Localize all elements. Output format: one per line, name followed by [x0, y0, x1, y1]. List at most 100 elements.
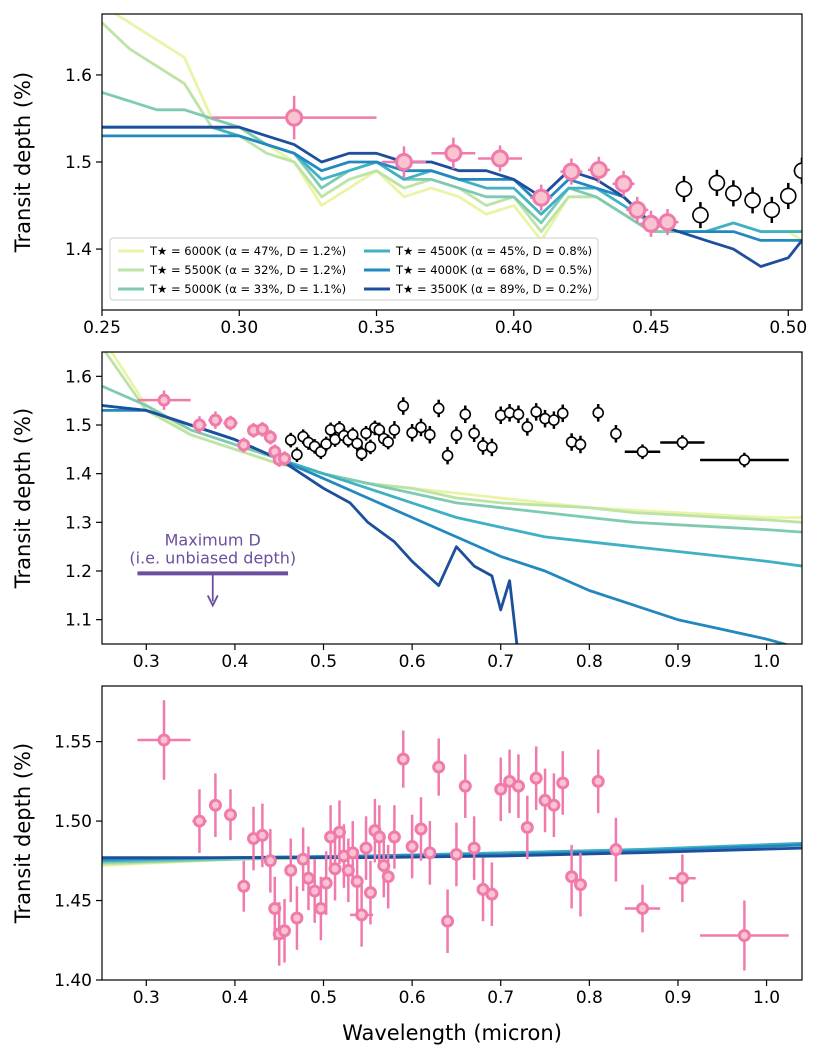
legend-entry: T★ = 5500K (α = 32%, D = 1.2%)	[149, 263, 346, 277]
x-tick-label: 0.40	[495, 318, 533, 338]
data-point-black	[744, 192, 761, 209]
data-point-pink	[511, 779, 525, 793]
x-tick-label: 0.4	[221, 652, 248, 672]
data-point-pink	[255, 422, 269, 436]
x-tick-label: 1.0	[753, 652, 780, 672]
y-axis-label: Transit depth (%)	[11, 72, 35, 253]
data-point-pink	[591, 774, 605, 788]
series-line-4000K	[102, 134, 802, 242]
data-point-black	[486, 441, 498, 454]
data-point-black	[548, 414, 560, 426]
series-line-5000K	[102, 384, 802, 534]
y-axis-label: Transit depth (%)	[11, 408, 35, 589]
data-point-black	[708, 174, 726, 192]
data-point-black	[346, 428, 359, 441]
legend-entry: T★ = 4500K (α = 45%, D = 0.8%)	[395, 244, 592, 258]
data-point-pink	[573, 878, 587, 892]
x-tick-label: 0.9	[664, 652, 691, 672]
data-point-black	[397, 400, 410, 412]
x-tick-label: 0.3	[133, 988, 160, 1008]
y-tick-label: 1.45	[54, 892, 92, 912]
data-point-pink	[157, 393, 171, 407]
x-tick-label: 0.50	[769, 318, 807, 338]
data-point-pink	[414, 822, 428, 836]
data-point-black	[360, 427, 372, 440]
data-point-pink	[675, 871, 689, 885]
x-tick-label: 0.5	[310, 988, 337, 1008]
data-point-pink	[355, 908, 369, 922]
data-point-black	[432, 402, 445, 415]
legend-entry: T★ = 5000K (α = 33%, D = 1.1%)	[149, 282, 346, 296]
data-point-pink	[609, 843, 623, 857]
data-point-black	[351, 437, 363, 450]
data-point-black	[415, 421, 427, 434]
data-point-pink	[157, 733, 171, 747]
data-point-pink	[565, 870, 579, 884]
data-point-black	[675, 180, 693, 198]
data-point-pink	[223, 416, 237, 430]
data-point-pink	[444, 144, 463, 163]
data-point-pink	[278, 452, 292, 466]
data-point-black	[556, 407, 569, 420]
data-point-pink	[628, 200, 647, 219]
data-point-pink	[319, 876, 333, 890]
data-point-pink	[556, 776, 570, 790]
data-point-pink	[658, 213, 677, 232]
chart-panel-3: 0.3 0.4 0.5 0.6 0.7 0.8 0.9 1.0 1.40 1.45 1.50 1.55…	[11, 685, 803, 1008]
chart-panel-1: 0.25 0.30 0.35 0.40 0.45 0.50 1.4 1.5 1.6 Transit…	[11, 13, 807, 338]
y-tick-label: 1.4	[65, 465, 92, 485]
data-point-pink	[192, 814, 206, 828]
series-line-5500K	[103, 352, 802, 524]
y-tick-label: 1.1	[65, 611, 92, 631]
x-tick-label: 0.7	[487, 652, 514, 672]
data-point-pink	[520, 820, 534, 834]
y-tick-label: 1.5	[65, 153, 92, 173]
data-point-pink	[263, 430, 277, 444]
y-tick-label: 1.6	[65, 367, 92, 387]
y-tick-label: 1.50	[54, 812, 92, 832]
data-point-pink	[396, 752, 410, 766]
data-point-pink	[296, 852, 310, 866]
data-point-black	[441, 449, 454, 462]
data-point-pink	[290, 911, 304, 925]
x-tick-label: 0.5	[310, 652, 337, 672]
series-line-3500K	[102, 125, 802, 268]
figure-xlabel: Wavelength (micron)	[342, 1021, 562, 1045]
data-point-pink	[381, 870, 395, 884]
data-point-black	[692, 206, 709, 224]
x-tick-label: 0.6	[399, 988, 426, 1008]
data-point-black	[574, 438, 587, 451]
data-point-pink	[284, 863, 298, 877]
data-point-pink	[485, 887, 499, 901]
data-point-pink	[449, 847, 463, 861]
y-tick-label: 1.5	[65, 416, 92, 436]
x-tick-label: 0.4	[221, 988, 248, 1008]
data-point-black	[373, 424, 386, 436]
plot-area	[102, 14, 802, 268]
data-point-pink	[491, 149, 510, 168]
data-point-black	[676, 436, 689, 449]
data-point-pink	[405, 840, 419, 854]
y-tick-label: 1.55	[54, 733, 92, 753]
y-tick-label: 1.40	[54, 971, 92, 991]
x-tick-label: 0.9	[664, 988, 691, 1008]
data-point-pink	[208, 798, 222, 812]
y-tick-label: 1.3	[65, 513, 92, 533]
data-point-pink	[589, 160, 608, 179]
data-point-pink	[328, 862, 342, 876]
data-point-black	[388, 424, 401, 436]
legend-entry: T★ = 6000K (α = 47%, D = 1.2%)	[149, 244, 346, 258]
chart-panel-2: 0.3 0.4 0.5 0.6 0.7 0.8 0.9 1.0 1.1 1.2 1.3 1.4 1.5 1…	[11, 351, 803, 672]
x-tick-label: 0.45	[632, 318, 670, 338]
x-tick-label: 0.8	[576, 988, 603, 1008]
annotation-line-1: Maximum D	[165, 530, 261, 549]
data-point-black	[382, 436, 395, 448]
data-point-black	[450, 429, 463, 442]
y-tick-label: 1.2	[65, 562, 92, 582]
data-point-black	[779, 187, 797, 205]
data-point-black	[610, 427, 622, 440]
annotation-line-2: (i.e. unbiased depth)	[129, 548, 296, 567]
axes-frame	[101, 685, 803, 981]
data-point-pink	[458, 779, 472, 793]
